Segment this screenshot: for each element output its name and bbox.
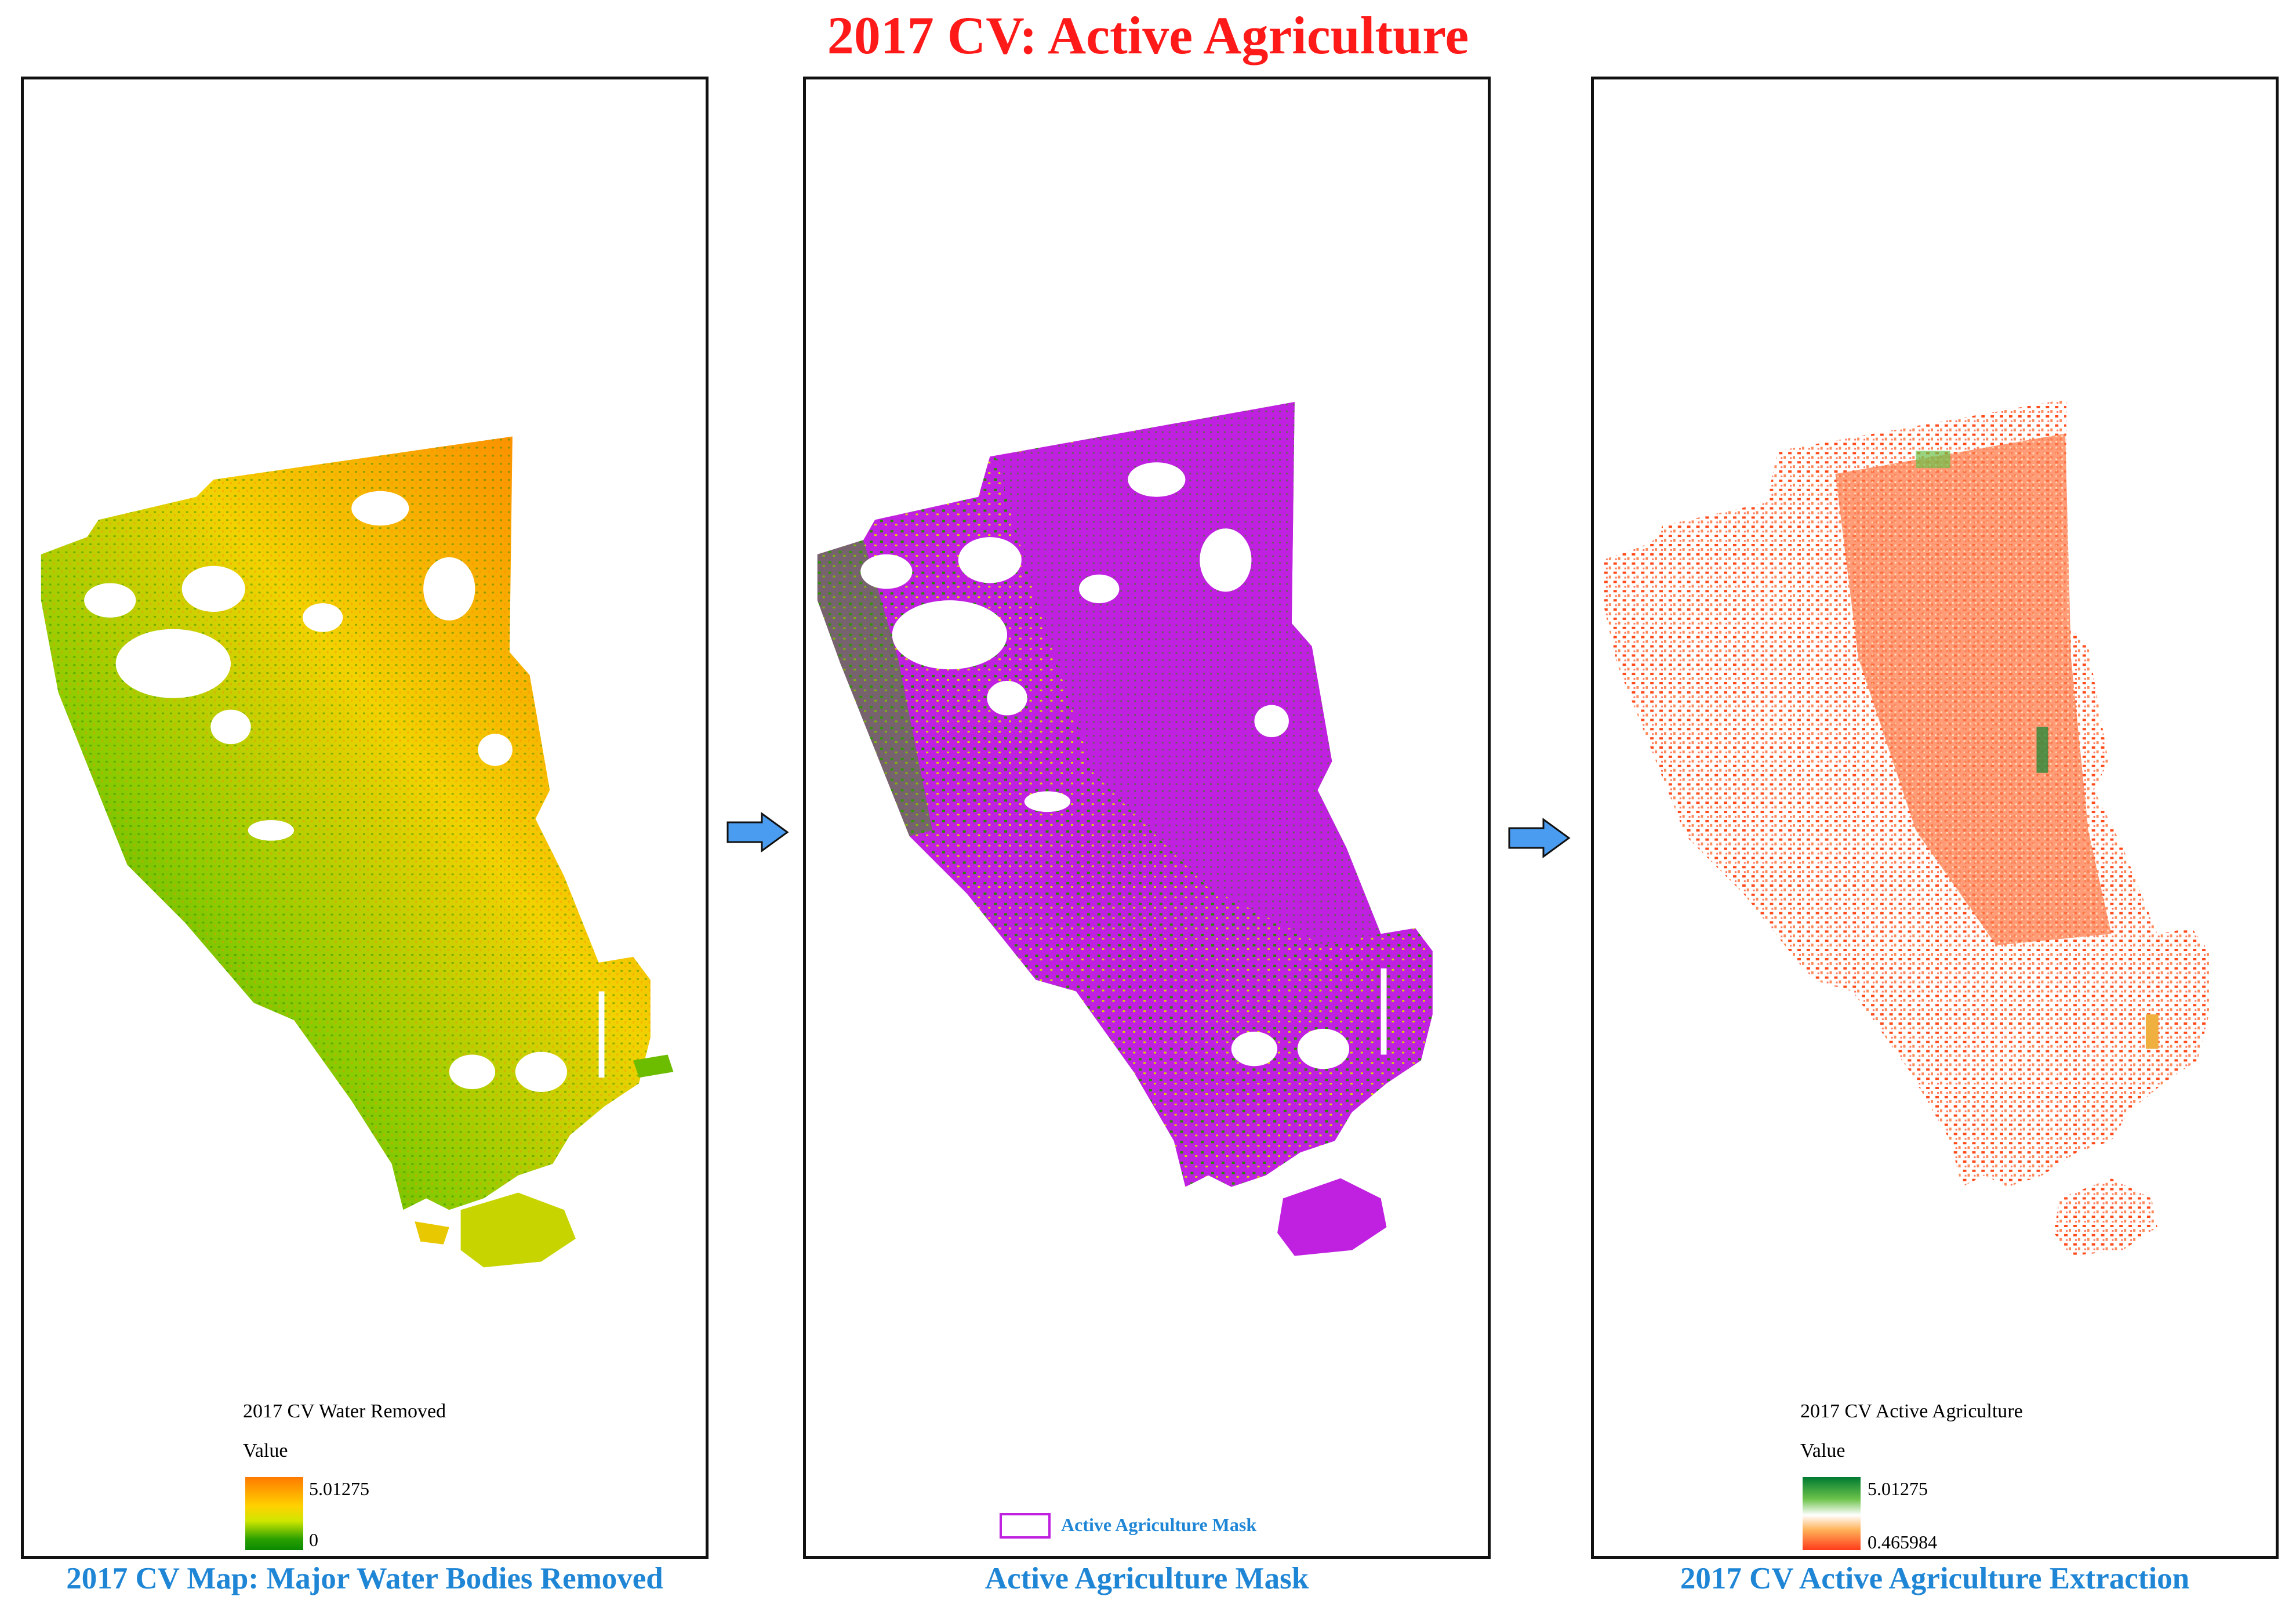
arrow-right-icon (726, 812, 789, 853)
legend-color-ramp (245, 1477, 303, 1550)
legend-min-value: 0.465984 (1868, 1532, 1937, 1552)
caption-active-agriculture: 2017 CV Active Agriculture Extraction (1680, 1562, 2190, 1595)
region-shape (41, 436, 674, 1268)
figure-title: 2017 CV: Active Agriculture (827, 6, 1469, 65)
map-agriculture-mask (817, 402, 1433, 1256)
legend-max-value: 5.01275 (309, 1478, 369, 1499)
legend-subtitle: Value (243, 1440, 288, 1461)
legend-title: 2017 CV Active Agriculture (1800, 1401, 2023, 1422)
panel-active-agriculture: 2017 CV Active Agriculture Value 5.01275… (1591, 77, 2279, 1559)
caption-water-removed: 2017 CV Map: Major Water Bodies Removed (66, 1562, 663, 1595)
legend-subtitle: Value (1800, 1440, 1845, 1461)
panel-agriculture-mask: Active Agriculture Mask (803, 77, 1491, 1559)
legend-mask-label: Active Agriculture Mask (1061, 1514, 1257, 1535)
region-shape (817, 402, 1433, 1256)
panel-water-removed: 2017 CV Water Removed Value 5.01275 0 (21, 77, 709, 1559)
region-shape (1602, 399, 2209, 1256)
legend-max-value: 5.01275 (1868, 1478, 1928, 1499)
legend-min-value: 0 (309, 1529, 318, 1550)
arrow-right-icon (1508, 818, 1571, 858)
legend-color-ramp (1803, 1477, 1861, 1550)
legend-mask-swatch (1000, 1513, 1051, 1539)
map-active-agriculture (1602, 399, 2209, 1256)
legend-title: 2017 CV Water Removed (243, 1401, 446, 1422)
caption-agriculture-mask: Active Agriculture Mask (984, 1562, 1309, 1595)
map-water-removed (41, 436, 674, 1268)
